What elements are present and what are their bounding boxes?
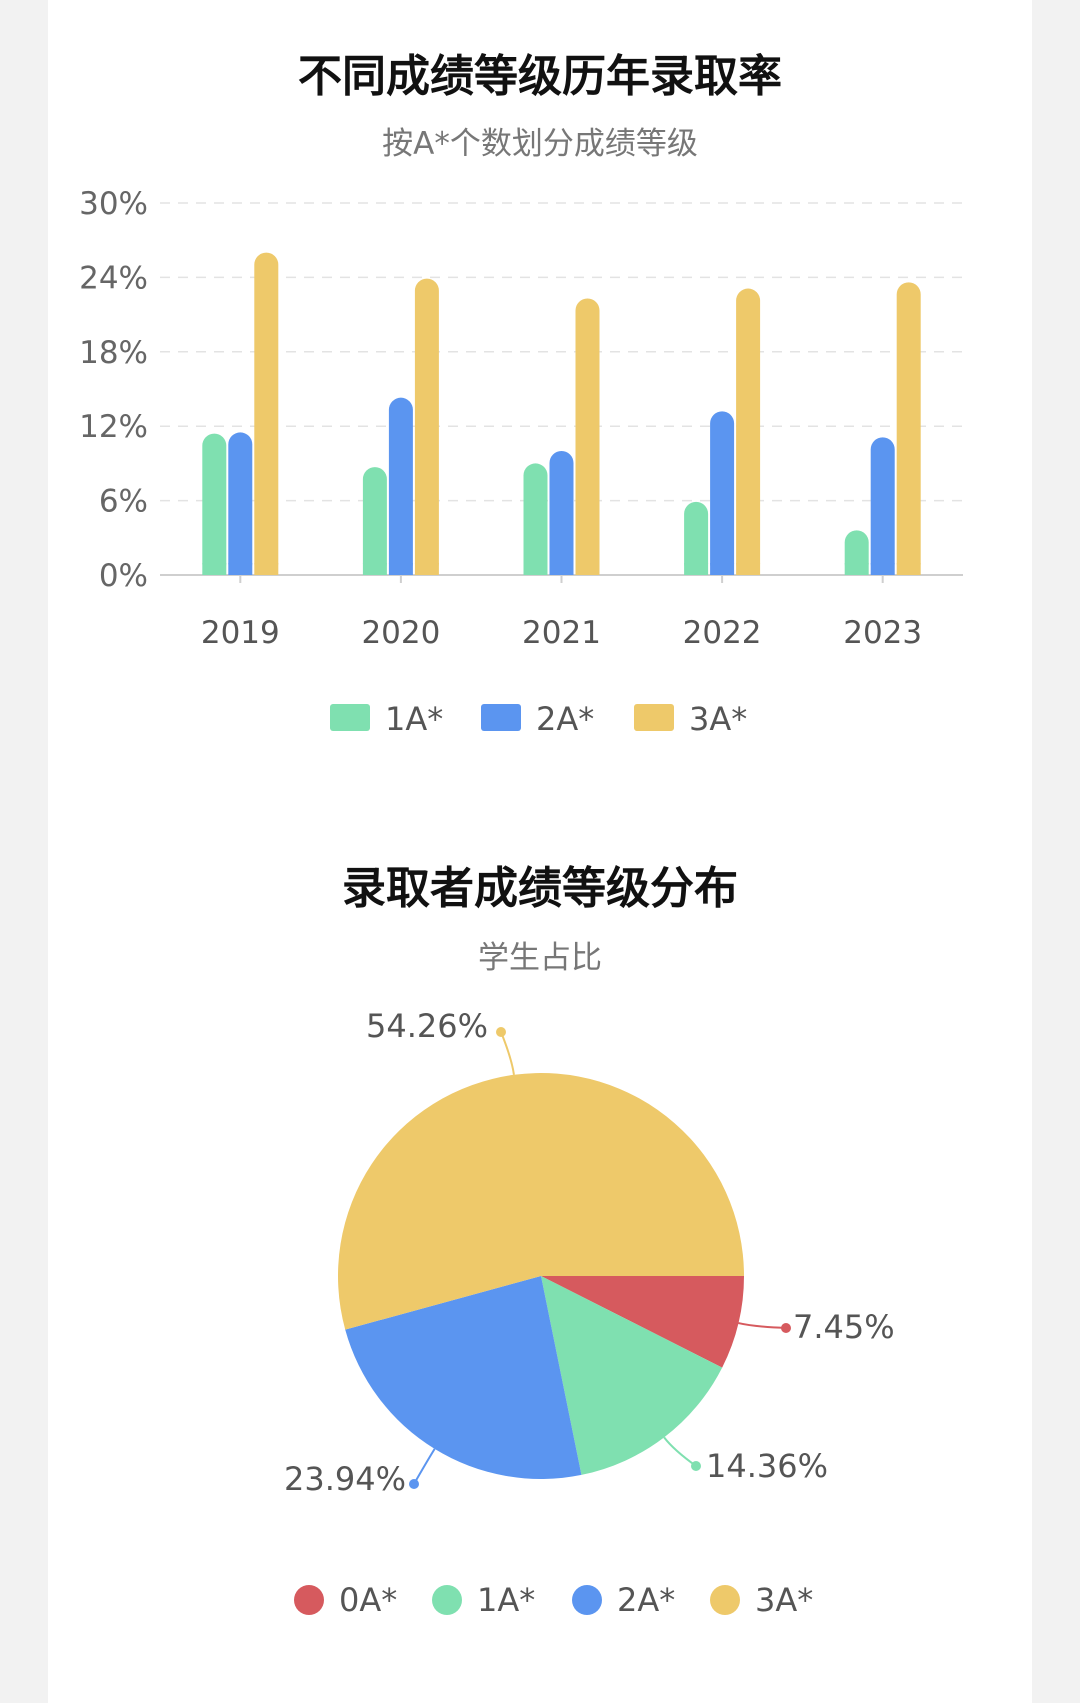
bar-3A*-2023	[896, 282, 921, 575]
legend-swatch-1A*	[330, 704, 370, 731]
legend-marker-0A*	[294, 1585, 324, 1615]
legend-label-2A*: 2A*	[617, 1581, 675, 1619]
bar-base-3A*-2023	[896, 563, 921, 575]
slice-label-3A*: 54.26%	[366, 1007, 488, 1045]
bar-2A*-2022	[710, 411, 735, 575]
label-dot-3A*	[496, 1027, 506, 1037]
legend-label-2A*: 2A*	[536, 700, 594, 738]
slice-label-1A*: 14.36%	[706, 1447, 828, 1485]
bar-chart-subtitle: 按A*个数划分成绩等级	[382, 126, 698, 162]
bar-3A*-2022	[736, 288, 761, 575]
label-leader-1A*	[663, 1436, 697, 1467]
bar-chart: 0% 6% 12% 18% 24% 30% 2019 2020 2021 2022 2023 1A* 2…	[79, 186, 963, 738]
pie-chart-subtitle: 学生占比	[478, 940, 602, 976]
x-tick-label: 2020	[361, 615, 440, 651]
y-tick-label: 18%	[79, 335, 148, 371]
legend-label-3A*: 3A*	[689, 700, 747, 738]
pie-slice-2A*	[345, 1276, 582, 1479]
bar-base-2A*-2022	[710, 563, 735, 575]
bar-2A*-2021	[549, 451, 574, 575]
legend-label-0A*: 0A*	[339, 1581, 397, 1619]
legend-marker-1A*	[432, 1585, 462, 1615]
y-tick-label: 6%	[99, 484, 148, 520]
bar-base-3A*-2022	[736, 563, 761, 575]
label-dot-0A*	[781, 1323, 791, 1333]
bar-2A*-2020	[388, 397, 413, 575]
bar-base-1A*-2022	[684, 563, 709, 575]
y-tick-label: 24%	[79, 260, 148, 296]
slice-label-2A*: 23.94%	[284, 1460, 406, 1498]
y-tick-label: 30%	[79, 186, 148, 222]
x-tick-label: 2021	[522, 615, 601, 651]
legend-swatch-2A*	[481, 704, 521, 731]
legend-label-1A*: 1A*	[385, 700, 443, 738]
bar-1A*-2021	[523, 463, 548, 575]
pie-slice-0A*	[541, 1276, 744, 1368]
bar-base-1A*-2019	[202, 563, 227, 575]
label-leader-3A*	[500, 1031, 515, 1075]
bar-base-1A*-2021	[523, 563, 548, 575]
bar-base-2A*-2023	[870, 563, 895, 575]
label-dot-1A*	[691, 1461, 701, 1471]
legend-marker-2A*	[572, 1585, 602, 1615]
chart-card: 不同成绩等级历年录取率 按A*个数划分成绩等级 0% 6% 12% 18% 24% 30%…	[48, 0, 1032, 1703]
bar-base-2A*-2021	[549, 563, 574, 575]
pie-chart: 7.45% 14.36% 23.94% 54.26% 0A* 1A* 2A* 3A*	[284, 1007, 895, 1619]
pie-slice-1A*	[541, 1276, 723, 1475]
label-leader-2A*	[413, 1448, 436, 1485]
y-tick-label: 0%	[99, 558, 148, 594]
bar-base-1A*-2023	[844, 563, 869, 575]
slice-label-0A*: 7.45%	[793, 1308, 895, 1346]
bar-base-3A*-2021	[575, 563, 600, 575]
x-tick-label: 2019	[201, 615, 280, 651]
pie-chart-title: 录取者成绩等级分布	[342, 863, 738, 914]
x-tick-label: 2023	[843, 615, 922, 651]
bar-2A*-2023	[870, 437, 895, 575]
bar-3A*-2021	[575, 298, 600, 575]
pie-slice-3A*	[338, 1073, 744, 1330]
bar-1A*-2020	[362, 467, 387, 575]
bar-2A*-2019	[228, 432, 253, 575]
x-tick-label: 2022	[683, 615, 762, 651]
bar-1A*-2022	[684, 501, 709, 575]
bar-base-2A*-2019	[228, 563, 253, 575]
legend-label-3A*: 3A*	[755, 1581, 813, 1619]
legend-label-1A*: 1A*	[477, 1581, 535, 1619]
bar-base-1A*-2020	[362, 563, 387, 575]
legend-marker-3A*	[710, 1585, 740, 1615]
bar-base-3A*-2019	[254, 563, 279, 575]
legend-swatch-3A*	[634, 704, 674, 731]
bar-chart-title: 不同成绩等级历年录取率	[298, 51, 782, 102]
bar-1A*-2019	[202, 433, 227, 575]
label-leader-0A*	[738, 1322, 787, 1329]
bar-3A*-2019	[254, 252, 279, 575]
label-dot-2A*	[409, 1479, 419, 1489]
bar-base-3A*-2020	[414, 563, 439, 575]
y-tick-label: 12%	[79, 409, 148, 445]
bar-3A*-2020	[414, 278, 439, 575]
bar-base-2A*-2020	[388, 563, 413, 575]
